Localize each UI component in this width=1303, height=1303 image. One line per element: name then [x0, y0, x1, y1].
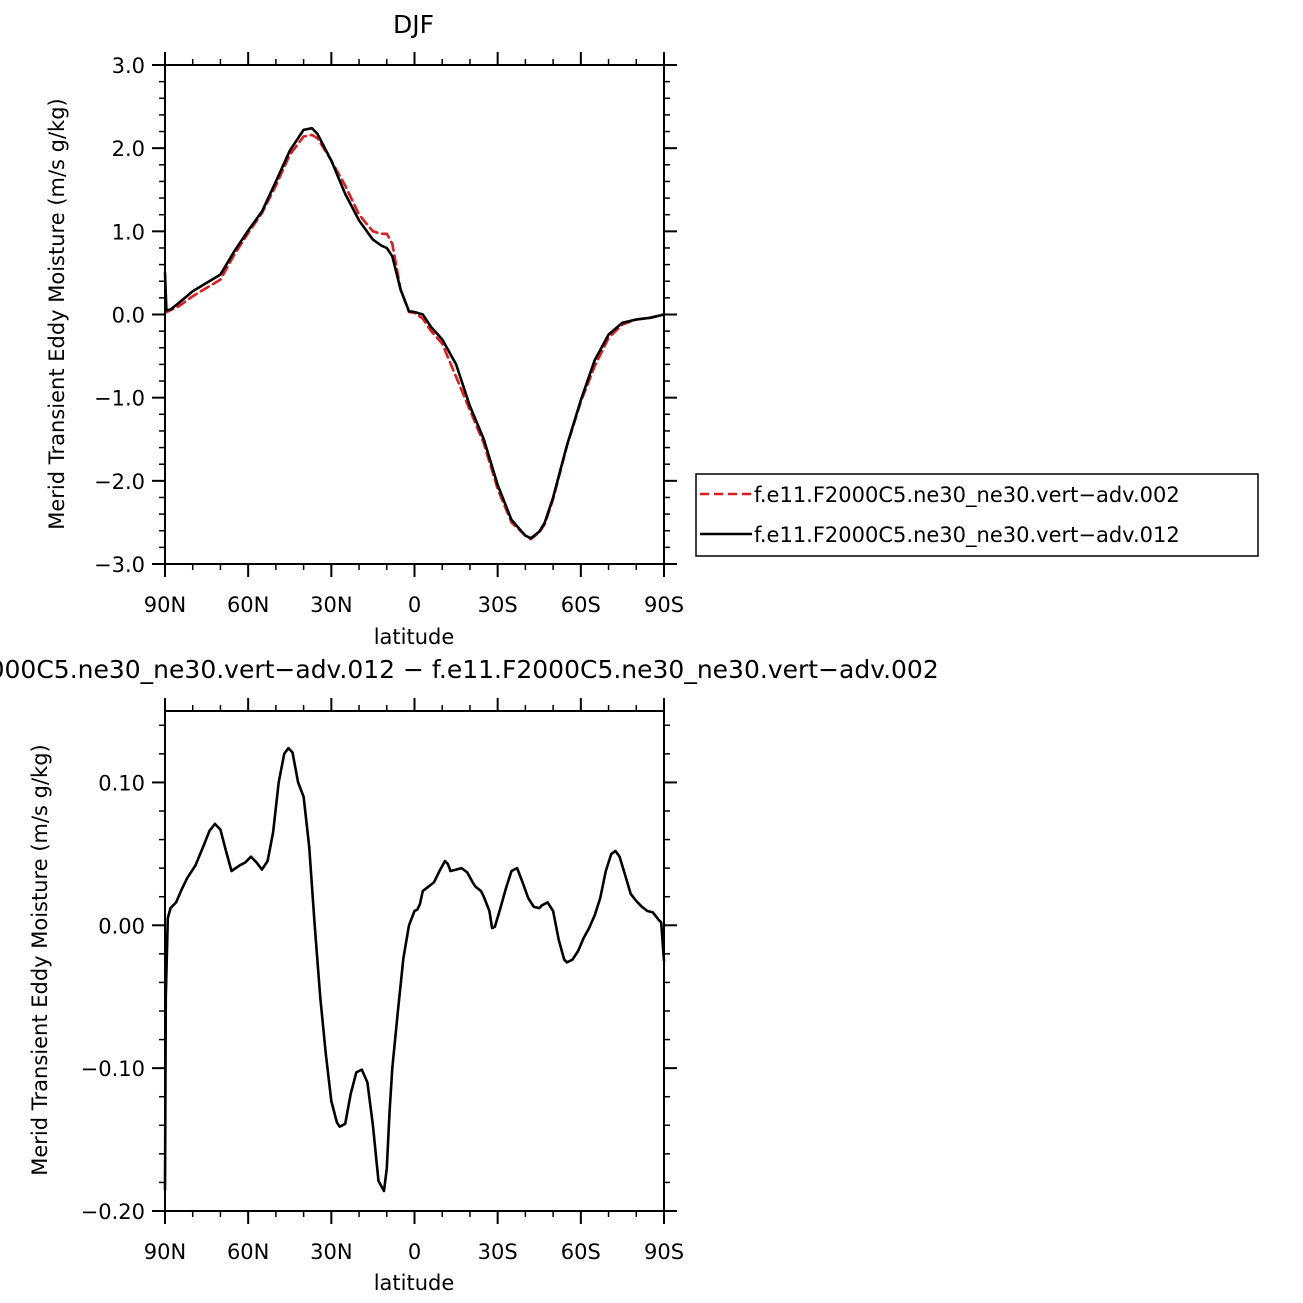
bottom-chart-y-tick-label: −0.10 [81, 1057, 145, 1081]
bottom-chart-title: f.e11.F2000C5.ne30_ne30.vert−adv.012 − f… [0, 655, 939, 684]
top-chart-y-axis-label: Merid Transient Eddy Moisture (m/s g/kg) [45, 98, 69, 530]
top-chart-series [163, 126, 666, 541]
bottom-chart-y-tick-label: 0.10 [98, 771, 145, 795]
top-chart-x-tick-label: 0 [408, 593, 421, 617]
bottom-chart-x-tick-label: 90N [144, 1240, 186, 1264]
legend-entry-series-1: f.e11.F2000C5.ne30_ne30.vert−adv.002 [754, 483, 1180, 508]
top-chart-x-tick-label: 60N [227, 593, 269, 617]
legend-frame [695, 473, 1259, 557]
top-chart-y-tick-label: −3.0 [94, 553, 145, 577]
bottom-chart-y-tick-label: −0.20 [81, 1200, 145, 1224]
bottom-chart-x-tick-label: 0 [408, 1240, 421, 1264]
bottom-chart-x-axis-label: latitude [374, 1271, 455, 1295]
top-chart-y-tick-label: 1.0 [112, 220, 145, 244]
top-chart-series-line-2 [163, 126, 666, 540]
top-chart-legend: f.e11.F2000C5.ne30_ne30.vert−adv.002 f.e… [695, 473, 1259, 557]
bottom-chart-x-tick-label: 60S [561, 1240, 601, 1264]
top-chart-title: DJF [393, 10, 434, 39]
bottom-chart-x-tick-labels: 90N 60N 30N 0 30S 60S 90S [144, 1240, 684, 1264]
bottom-chart-y-axis-label: Merid Transient Eddy Moisture (m/s g/kg) [28, 744, 52, 1176]
bottom-chart-x-tick-label: 30N [310, 1240, 352, 1264]
top-chart-x-tick-label: 30S [478, 593, 518, 617]
top-chart-x-tick-labels: 90N 60N 30N 0 30S 60S 90S [144, 593, 684, 617]
bottom-chart-x-tick-label: 90S [644, 1240, 684, 1264]
top-chart-x-axis-label: latitude [374, 625, 455, 649]
bottom-chart-y-tick-labels: 0.10 0.00 −0.10 −0.20 [81, 771, 145, 1224]
legend-entry-series-2: f.e11.F2000C5.ne30_ne30.vert−adv.012 [754, 523, 1180, 548]
bottom-chart-x-tick-label: 30S [478, 1240, 518, 1264]
top-chart-y-tick-label: −1.0 [94, 387, 145, 411]
top-chart-x-tick-label: 90S [644, 593, 684, 617]
bottom-chart-x-tick-label: 60N [227, 1240, 269, 1264]
bottom-chart-series-line-1 [163, 746, 666, 1193]
top-chart: DJF 3.0 2.0 1.0 0.0 −1.0 −2.0 −3.0 90N 60N 30N 0 3… [45, 10, 684, 649]
top-chart-frame [164, 64, 665, 565]
top-chart-y-tick-label: 3.0 [112, 54, 145, 78]
top-chart-x-tick-label: 60S [561, 593, 601, 617]
top-chart-y-tick-label: −2.0 [94, 470, 145, 494]
top-chart-y-tick-label: 0.0 [112, 304, 145, 328]
top-chart-y-tick-label: 2.0 [112, 137, 145, 161]
top-chart-x-tick-label: 30N [310, 593, 352, 617]
top-chart-x-tick-label: 90N [144, 593, 186, 617]
top-chart-y-tick-labels: 3.0 2.0 1.0 0.0 −1.0 −2.0 −3.0 [94, 54, 145, 577]
bottom-chart-frame [164, 710, 665, 1212]
bottom-chart-y-tick-label: 0.00 [98, 914, 145, 938]
bottom-chart: f.e11.F2000C5.ne30_ne30.vert−adv.012 − f… [0, 655, 939, 1295]
bottom-chart-series [163, 746, 666, 1193]
